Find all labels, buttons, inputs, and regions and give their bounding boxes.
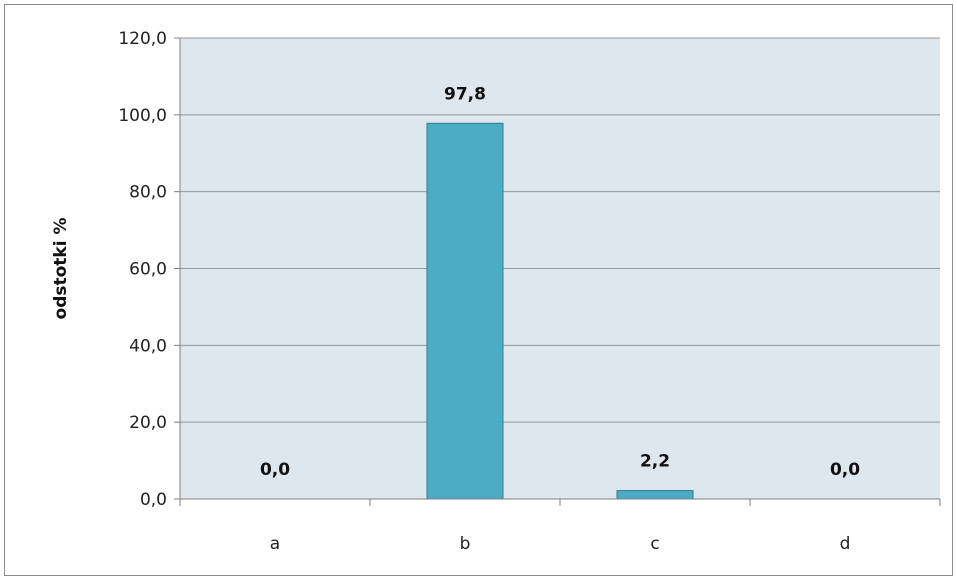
y-axis-ticks: 0,0 20,0 40,0 60,0 80,0 100,0 120,0 xyxy=(118,29,180,510)
x-tick-label: b xyxy=(460,534,471,554)
y-tick-label: 20,0 xyxy=(129,413,167,433)
data-label: 0,0 xyxy=(260,460,290,480)
y-tick-label: 60,0 xyxy=(129,260,167,280)
data-label: 0,0 xyxy=(830,460,860,480)
y-tick-label: 80,0 xyxy=(129,183,167,203)
x-tick-label: a xyxy=(270,534,280,554)
bar-b xyxy=(426,122,504,500)
y-tick-label: 40,0 xyxy=(129,336,167,356)
x-tick-label: d xyxy=(840,534,851,554)
data-label: 97,8 xyxy=(444,84,486,104)
x-axis: a b c d xyxy=(179,38,941,554)
y-tick-label: 0,0 xyxy=(140,490,167,510)
y-tick-label: 100,0 xyxy=(118,106,167,126)
x-tick-label: c xyxy=(650,534,659,554)
bar-c xyxy=(616,490,694,500)
y-tick-label: 120,0 xyxy=(118,29,167,49)
data-label: 2,2 xyxy=(640,452,670,472)
y-axis-title: odstotki % xyxy=(51,218,71,320)
data-labels: 0,0 97,8 2,2 0,0 xyxy=(260,84,860,480)
grid-lines xyxy=(180,37,940,423)
